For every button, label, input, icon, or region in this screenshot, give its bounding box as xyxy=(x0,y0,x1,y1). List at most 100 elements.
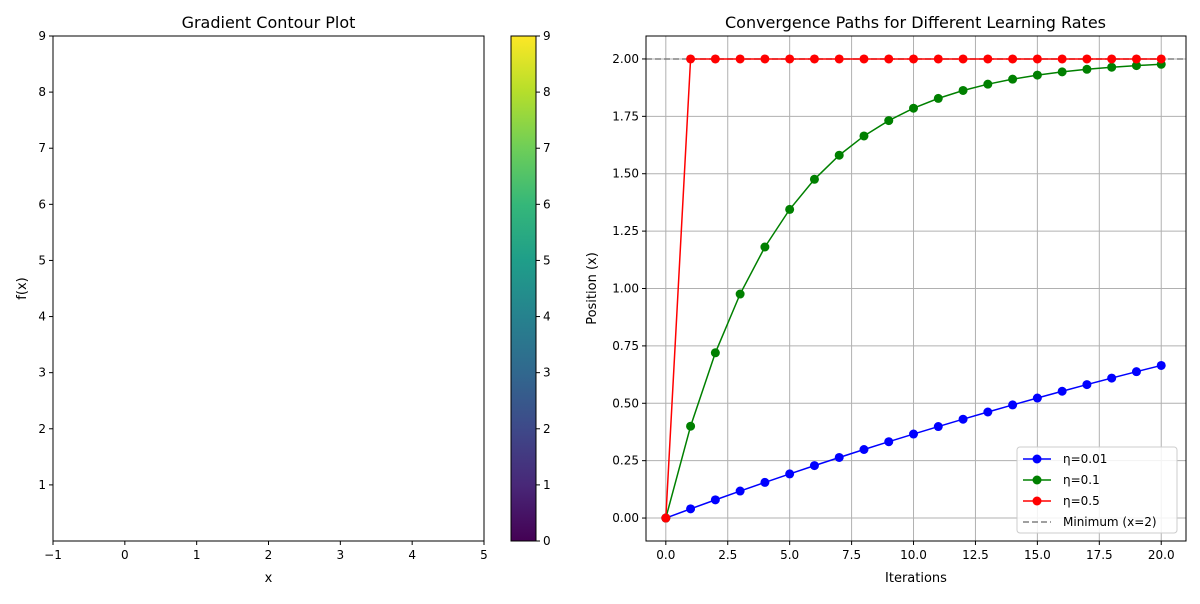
series-2-point xyxy=(809,54,819,64)
series-0-point xyxy=(983,407,993,417)
convergence-x-tick-label: 12.5 xyxy=(962,548,989,562)
convergence-x-tick-label: 17.5 xyxy=(1086,548,1113,562)
convergence-x-tick-label: 10.0 xyxy=(900,548,927,562)
series-2-point xyxy=(1057,54,1067,64)
legend-entry-label: Minimum (x=2) xyxy=(1063,515,1157,529)
series-1-point xyxy=(933,93,943,103)
convergence-y-tick-label: 0.25 xyxy=(612,454,639,468)
series-0-point xyxy=(834,452,844,462)
contour-x-tick-label: 5 xyxy=(480,548,488,562)
convergence-x-tick-label: 15.0 xyxy=(1024,548,1051,562)
convergence-x-tick-label: 7.5 xyxy=(842,548,861,562)
contour-x-ticks: −1 0 1 2 3 4 5 xyxy=(44,541,488,562)
legend-swatch-marker xyxy=(1032,496,1042,506)
series-1-point xyxy=(909,103,919,113)
convergence-y-tick-label: 1.50 xyxy=(612,167,639,181)
series-1-point xyxy=(1057,67,1067,77)
contour-y-ticks: 1 2 3 4 5 6 7 8 9 xyxy=(38,29,53,492)
series-1-point xyxy=(1107,62,1117,72)
colorbar-tick-label: 5 xyxy=(543,253,551,267)
series-1-point xyxy=(1008,74,1018,84)
series-0-point xyxy=(1032,393,1042,403)
colorbar-gradient xyxy=(510,35,537,542)
contour-x-tick-label: 3 xyxy=(337,548,345,562)
series-2-point xyxy=(661,513,671,523)
contour-y-tick-label: 6 xyxy=(38,197,46,211)
convergence-x-ticks: 0.0 2.5 5.0 7.5 10.0 12.5 15.0 17.5 20.0 xyxy=(656,541,1175,562)
series-1-point xyxy=(834,150,844,160)
series-0-point xyxy=(785,469,795,479)
series-1-point xyxy=(710,348,720,358)
contour-x-tick-label: −1 xyxy=(44,548,62,562)
series-0-point xyxy=(1082,380,1092,390)
convergence-y-tick-label: 0.75 xyxy=(612,339,639,353)
contour-x-tick-label: 4 xyxy=(408,548,416,562)
series-2-point xyxy=(1156,54,1166,64)
series-0-point xyxy=(1131,367,1141,377)
series-0-point xyxy=(884,437,894,447)
colorbar-tick-label: 6 xyxy=(543,197,551,211)
series-2-point xyxy=(735,54,745,64)
series-0-point xyxy=(1008,400,1018,410)
series-0-point xyxy=(933,422,943,432)
colorbar-tick-label: 8 xyxy=(543,85,551,99)
contour-x-tick-label: 0 xyxy=(121,548,129,562)
colorbar-tick-label: 7 xyxy=(543,141,551,155)
series-1-point xyxy=(884,116,894,126)
contour-y-tick-label: 4 xyxy=(38,310,46,324)
contour-chart-title: Gradient Contour Plot xyxy=(182,13,356,32)
series-0-point xyxy=(735,486,745,496)
series-2-point xyxy=(834,54,844,64)
series-1-point xyxy=(1032,70,1042,80)
convergence-x-tick-label: 0.0 xyxy=(656,548,675,562)
convergence-y-tick-label: 1.00 xyxy=(612,282,639,296)
legend-entry-label: η=0.01 xyxy=(1063,452,1107,466)
series-0-point xyxy=(1156,360,1166,370)
contour-y-tick-label: 8 xyxy=(38,85,46,99)
series-2-point xyxy=(1107,54,1117,64)
series-0-point xyxy=(1057,386,1067,396)
convergence-series xyxy=(661,54,1166,523)
series-2-point xyxy=(983,54,993,64)
convergence-x-tick-label: 20.0 xyxy=(1148,548,1175,562)
series-1-point xyxy=(958,85,968,95)
contour-y-tick-label: 5 xyxy=(38,253,46,267)
contour-x-tick-label: 2 xyxy=(265,548,273,562)
convergence-y-tick-label: 0.00 xyxy=(612,511,639,525)
series-0-point xyxy=(1107,373,1117,383)
contour-y-tick-label: 1 xyxy=(38,478,46,492)
contour-y-tick-label: 7 xyxy=(38,141,46,155)
series-1-point xyxy=(686,421,696,431)
series-1-point xyxy=(785,204,795,214)
series-2-point xyxy=(933,54,943,64)
series-0-point xyxy=(809,461,819,471)
colorbar-tick-label: 3 xyxy=(543,366,551,380)
colorbar-tick-label: 1 xyxy=(543,478,551,492)
convergence-chart-title: Convergence Paths for Different Learning… xyxy=(725,13,1106,32)
series-0-point xyxy=(686,504,696,514)
series-1-point xyxy=(809,174,819,184)
series-0-point xyxy=(958,414,968,424)
convergence-y-tick-label: 0.50 xyxy=(612,396,639,410)
series-2-point xyxy=(1032,54,1042,64)
contour-y-axis-label: f(x) xyxy=(15,277,30,299)
convergence-y-tick-label: 1.75 xyxy=(612,109,639,123)
series-2-point xyxy=(785,54,795,64)
convergence-x-tick-label: 5.0 xyxy=(780,548,799,562)
series-2-point xyxy=(760,54,770,64)
series-0-point xyxy=(710,495,720,505)
contour-plot-area xyxy=(52,35,485,542)
colorbar-tick-label: 2 xyxy=(543,422,551,436)
contour-x-axis-label: x xyxy=(265,571,273,586)
convergence-y-tick-label: 2.00 xyxy=(612,52,639,66)
series-1-point xyxy=(760,242,770,252)
contour-y-tick-label: 9 xyxy=(38,29,46,43)
convergence-y-ticks: 0.00 0.25 0.50 0.75 1.00 1.25 1.50 1.75 2.00 xyxy=(612,52,646,525)
convergence-x-axis-label: Iterations xyxy=(885,571,947,586)
contour-y-tick-label: 3 xyxy=(38,366,46,380)
series-2-point xyxy=(1008,54,1018,64)
series-2-point xyxy=(859,54,869,64)
series-2-point xyxy=(909,54,919,64)
convergence-chart: Convergence Paths for Different Learning… xyxy=(585,13,1187,586)
